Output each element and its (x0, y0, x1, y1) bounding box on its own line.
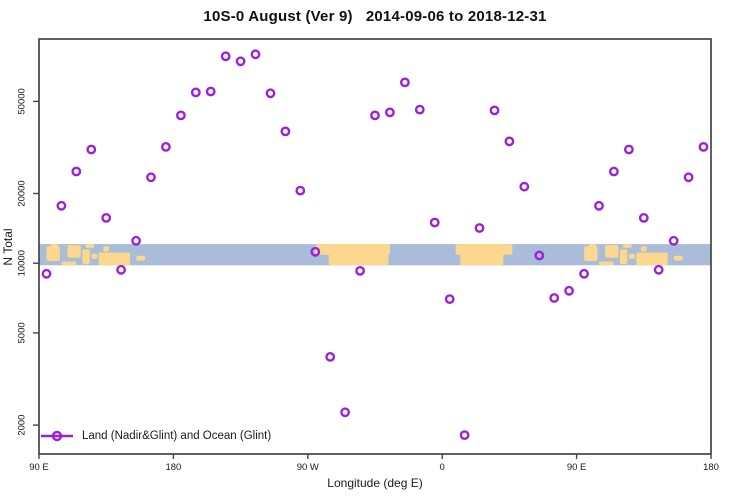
legend-marker-icon (41, 430, 73, 442)
x-axis-label: Longitude (deg E) (327, 476, 423, 490)
chart-title: 10S-0 August (Ver 9) 2014-09-06 to 2018-… (203, 8, 547, 25)
svg-text:90 E: 90 E (29, 462, 49, 473)
svg-text:180: 180 (703, 462, 719, 473)
svg-text:180: 180 (165, 462, 181, 473)
svg-text:20000: 20000 (17, 180, 28, 206)
svg-text:90 W: 90 W (297, 462, 319, 473)
svg-text:50000: 50000 (17, 88, 28, 114)
svg-text:2000: 2000 (17, 415, 28, 436)
legend: Land (Nadir&Glint) and Ocean (Glint) (40, 430, 271, 442)
y-axis-label: N Total (1, 228, 15, 266)
svg-text:5000: 5000 (17, 322, 28, 343)
svg-text:0: 0 (440, 462, 445, 473)
legend-label: Land (Nadir&Glint) and Ocean (Glint) (82, 430, 272, 442)
svg-text:10000: 10000 (17, 250, 28, 276)
svg-text:90 E: 90 E (567, 462, 587, 473)
